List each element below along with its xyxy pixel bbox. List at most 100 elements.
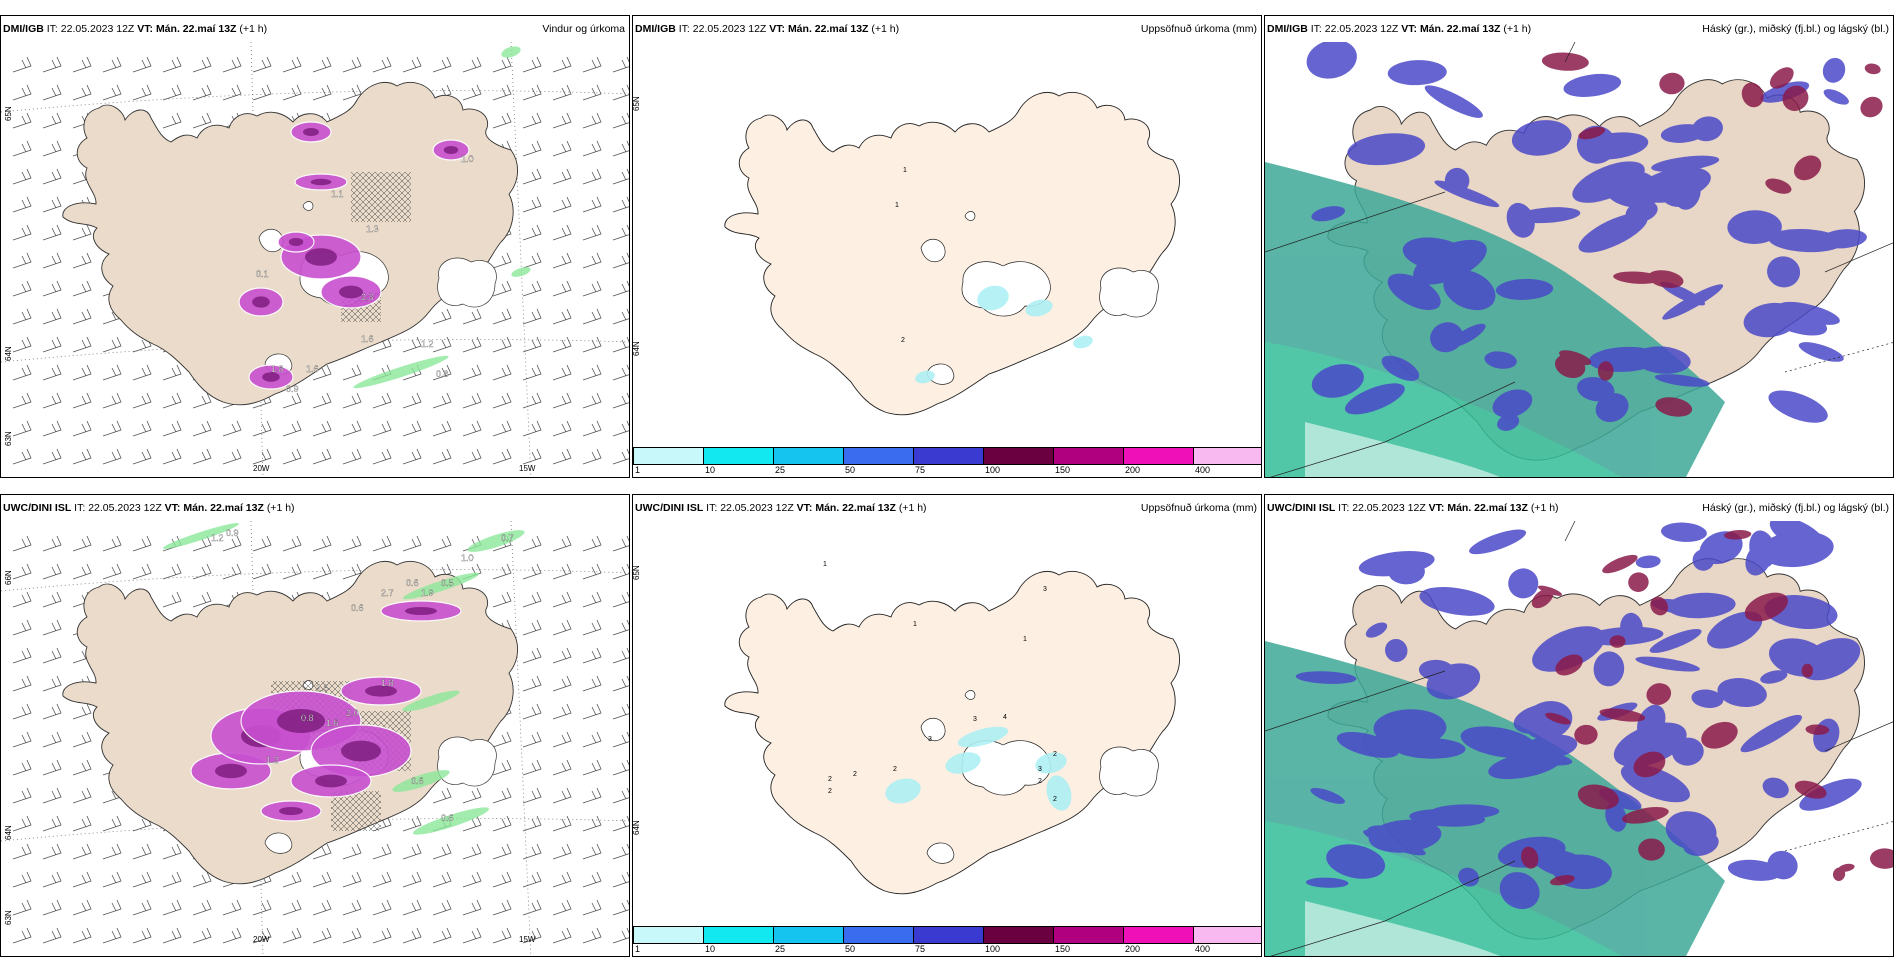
colorbar-tick-label: 1 [635,944,641,954]
accum-value: 2 [828,776,832,783]
iceland-map: 1.2 0.91.00.70.6 0.50.62.7 1.92.52.01.81.60… [1,521,629,956]
accum-patch [957,726,1009,748]
mid-cloud-patch [1393,737,1466,759]
accum-value: 1 [895,202,899,209]
panel-dmi-clouds: DMI/IGB IT: 22.05.2023 12Z VT: Mán. 22.m… [1264,15,1894,478]
iceland-map [1265,521,1893,956]
precip-value: 0.6 [351,603,364,613]
panel-title: Háský (gr.), miðský (fj.bl.) og lágský (… [1702,23,1889,35]
precip-value: 1.2 [421,339,434,349]
low-cloud-patch [1545,712,1571,725]
it-label: IT: [678,23,690,35]
mid-cloud-patch [1311,206,1346,222]
colorbar-tick-label: 1 [635,465,641,475]
lat-label: 65N [4,106,13,121]
mid-cloud-patch [1497,414,1520,431]
mid-cloud-patch [1727,210,1782,244]
accum-values: 1 1 2 [895,167,907,344]
mid-cloud-patch [1358,550,1435,577]
colorbar-swatch [1193,926,1261,944]
low-cloud-patch [1578,126,1606,140]
mid-cloud-patch [1768,228,1843,253]
mid-cloud-patch [1326,844,1386,879]
precip-core [341,740,381,762]
low-cloud-patch [1659,72,1685,95]
mid-cloud-patch [1305,877,1349,888]
lead-time: (+1 h) [266,502,295,514]
init-time: 22.05.2023 12Z [88,502,162,514]
mid-cloud-patch [1310,787,1345,804]
model-name: UWC/DINI ISL [635,502,704,514]
vt-label: VT: [1428,502,1445,514]
low-cloud-patch [1860,96,1883,118]
light-precip-streak [392,770,450,792]
precip-value: 2.3 [361,292,374,302]
colorbar-tick-label: 150 [1055,465,1071,475]
valid-time: Mán. 22.maí 13Z [155,23,237,35]
precip-value: 1.6 [361,334,374,344]
low-cloud-patch [1801,663,1813,678]
lat-label: 64N [632,820,641,835]
colorbar-tick-label: 75 [915,465,926,475]
glacier-outline [1099,746,1159,797]
precip-core [315,774,347,788]
mid-cloud-patch [1385,638,1408,662]
low-cloud-patch [1646,683,1672,705]
mid-cloud-patch [1469,529,1527,555]
mid-cloud-patch [1654,374,1710,387]
map-svg [1265,42,1893,477]
precip-core [305,248,337,266]
low-cloud-patch [1597,361,1614,381]
panel-title: Háský (gr.), miðský (fj.bl.) og lágský (… [1702,502,1889,514]
accum-field [885,726,1072,811]
precip-value: 0.6 [406,578,419,588]
iceland-land [724,92,1180,416]
accum-patch [1046,775,1072,811]
iceland-map: 1 1 3 1 3 4 3 3 2 2 2 2 2 2 2 [633,521,1261,956]
mid-cloud-patch [1430,804,1500,820]
low-cloud-patch [1638,838,1665,861]
lead-time: (+1 h) [239,23,268,35]
mid-cloud-patch [1578,212,1648,253]
colorbar-swatch [633,447,704,465]
mid-cloud-patch [1625,200,1658,223]
mid-cloud-patch [1635,555,1661,569]
low-cloud-patch [1870,848,1893,869]
accum-value: 3 [1043,586,1047,593]
low-cloud-patch [1633,751,1666,778]
model-name: UWC/DINI ISL [1267,502,1336,514]
precip-value: 1.0 [461,154,474,164]
colorbar-tick-label: 400 [1195,944,1211,954]
iceland-map: 1 1 2 [633,42,1261,477]
map-svg [1265,521,1893,956]
panel-uwc-accum-precip: UWC/DINI ISL IT: 22.05.2023 12Z VT: Mán.… [632,494,1262,957]
low-cloud-patch [1794,780,1827,799]
iceland-land [724,571,1180,895]
mid-cloud-patch [1365,622,1388,638]
lon-label: 20W [253,935,270,944]
accum-patch [977,285,1009,311]
light-precip [162,523,525,835]
low-cloud-patch [1613,271,1662,284]
colorbar-tick-label: 200 [1125,944,1141,954]
accum-patch [915,370,935,384]
precip-core [215,763,247,779]
it-label: IT: [1310,23,1322,35]
iceland-map [1265,42,1893,477]
iceland-map: 1.0 1.1 2.3 1.3 0.1 1.6 0.91.8 1.6 0.8 1.2 [1,42,629,477]
panel-header: DMI/IGB IT: 22.05.2023 12Z VT: Mán. 22.m… [1265,16,1893,42]
vt-label: VT: [1401,23,1418,35]
panel-header: UWC/DINI ISL IT: 22.05.2023 12Z VT: Mán.… [633,495,1261,521]
low-cloud [1541,52,1883,417]
mid-cloud-patch [1613,722,1687,768]
lead-time: (+1 h) [898,502,927,514]
mid-cloud-patch [1295,671,1357,684]
low-cloud-patch [1602,554,1638,574]
light-precip-streak [402,690,460,712]
precip-core [279,807,303,815]
glacier-outline [926,842,955,864]
mid-cloud-patch [1778,301,1840,325]
precip-core [303,128,319,136]
accum-value: 2 [901,337,905,344]
mid-cloud-patch [1373,709,1447,747]
